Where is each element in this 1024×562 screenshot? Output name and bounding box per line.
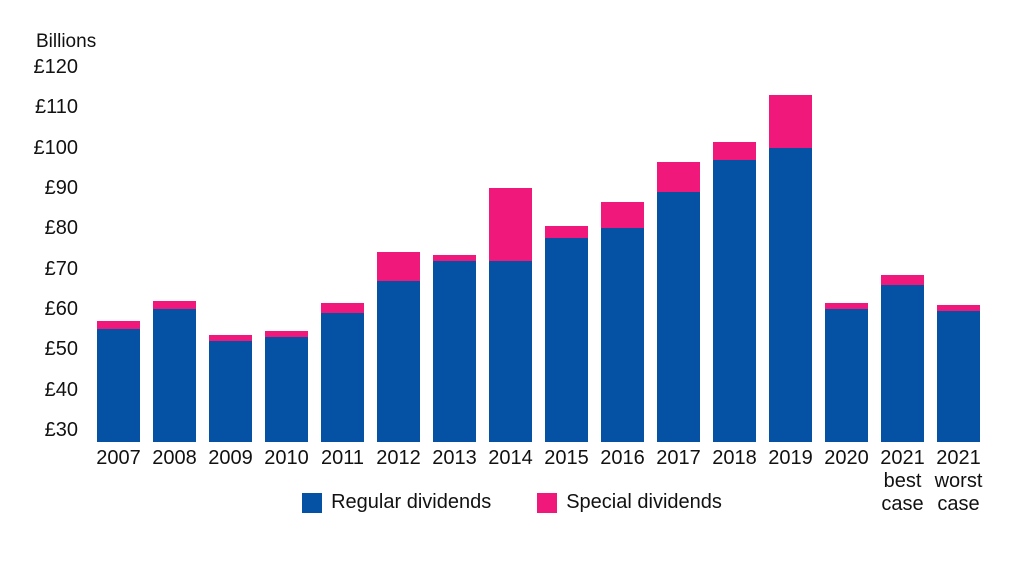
bar-segment-special-2011 <box>321 302 364 313</box>
bar-segment-regular-2011 <box>321 312 364 442</box>
x-category-label: 2021 worst case <box>934 447 983 515</box>
bar-segment-regular-2012 <box>377 280 420 442</box>
bar-segment-regular-2015 <box>545 238 588 442</box>
legend-item-regular-dividends: Regular dividends <box>302 491 491 514</box>
x-category-label: 2021 best case <box>880 447 925 515</box>
y-tick-label: £40 <box>44 378 78 401</box>
bar-segment-special-2010 <box>265 331 308 338</box>
x-category-label: 2017 <box>656 447 701 469</box>
y-tick-label: £120 <box>33 56 79 78</box>
x-category-label: 2015 <box>544 447 589 469</box>
x-category-label: 2016 <box>600 447 645 469</box>
x-category-label: 2007 <box>96 447 141 469</box>
y-tick-label: £80 <box>44 217 78 240</box>
y-tick-label: £90 <box>44 176 78 199</box>
y-tick-label: £110 <box>34 96 78 119</box>
bar-segment-special-2014 <box>489 187 532 261</box>
legend-label-regular-dividends: Regular dividends <box>331 491 492 513</box>
legend-label-special-dividends: Special dividends <box>566 491 722 513</box>
bar-segment-regular-2010 <box>265 337 308 442</box>
x-category-label: 2018 <box>712 447 757 469</box>
legend: Regular dividends Special dividends <box>0 491 1024 514</box>
bar-segment-special-2013 <box>433 254 476 261</box>
x-category-label: 2014 <box>488 447 533 469</box>
bar-segment-special-2008 <box>153 300 196 309</box>
bar-segment-special-2019 <box>769 95 812 148</box>
bar-segment-regular-2018 <box>713 159 756 442</box>
x-category-label: 2009 <box>208 447 253 469</box>
x-category-label: 2011 <box>320 447 364 469</box>
y-axis-title: Billions <box>36 31 97 52</box>
bar-segment-special-2015 <box>545 226 588 239</box>
bar-segment-regular-2020 <box>825 308 868 442</box>
x-category-label: 2019 <box>768 447 813 469</box>
bar-segment-special-2009 <box>209 335 252 342</box>
bar-segment-regular-2019 <box>769 147 812 442</box>
bar-segment-special-2021-best-case <box>881 274 924 285</box>
x-category-label: 2010 <box>264 447 309 469</box>
bar-segment-special-2017 <box>657 161 700 192</box>
x-category-label: 2008 <box>152 447 197 469</box>
bar-segment-special-2018 <box>713 141 756 160</box>
x-category-label: 2012 <box>376 447 421 469</box>
x-category-label: 2020 <box>824 447 869 469</box>
bar-segment-special-2016 <box>601 202 644 229</box>
bar-segment-regular-2017 <box>657 192 700 442</box>
bar-segment-regular-2021-worst-case <box>937 310 980 442</box>
y-tick-label: £30 <box>44 418 78 441</box>
bar-segment-special-2012 <box>377 252 420 281</box>
bar-segment-regular-2014 <box>489 260 532 442</box>
y-tick-label: £50 <box>44 338 78 361</box>
bar-segment-regular-2008 <box>153 308 196 442</box>
bar-segment-special-2021-worst-case <box>937 304 980 311</box>
x-category-label: 2013 <box>432 447 477 469</box>
legend-item-special-dividends: Special dividends <box>537 491 722 514</box>
bar-segment-regular-2009 <box>209 341 252 442</box>
bar-segment-regular-2016 <box>601 228 644 442</box>
y-tick-label: £60 <box>44 297 78 320</box>
y-tick-label: £70 <box>44 257 78 280</box>
regular-dividends-swatch <box>302 492 323 513</box>
bar-segment-regular-2021-best-case <box>881 284 924 442</box>
bar-segment-regular-2013 <box>433 260 476 442</box>
bar-segment-special-2007 <box>97 321 140 330</box>
bar-segment-special-2020 <box>825 302 868 309</box>
bar-segment-regular-2007 <box>97 329 140 442</box>
y-tick-label: £100 <box>33 136 79 159</box>
special-dividends-swatch <box>537 492 558 513</box>
